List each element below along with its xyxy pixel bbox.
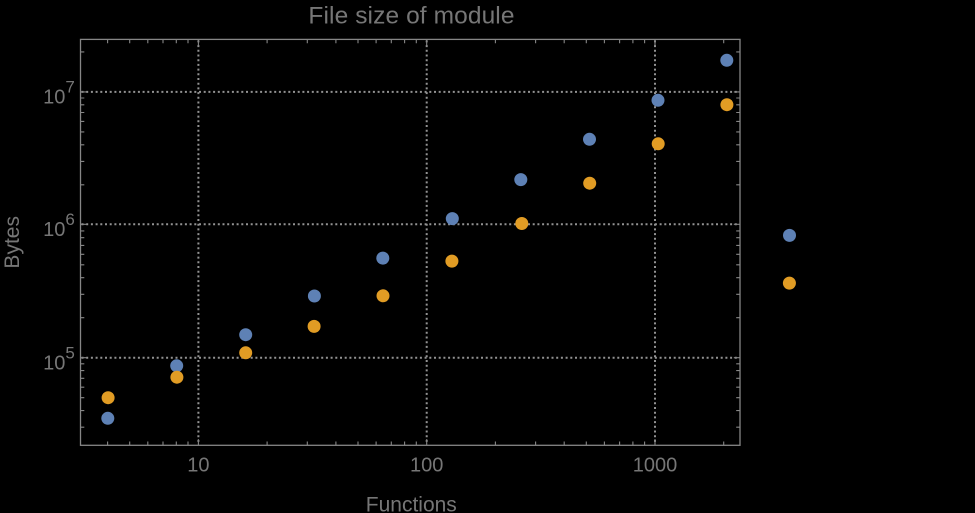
- svg-text:Functions: Functions: [366, 494, 457, 513]
- svg-text:100: 100: [410, 455, 443, 477]
- svg-text:1000: 1000: [633, 455, 678, 477]
- svg-text:10: 10: [187, 455, 209, 477]
- svg-text:File size of module: File size of module: [308, 3, 514, 30]
- svg-text:Bytes: Bytes: [1, 216, 24, 269]
